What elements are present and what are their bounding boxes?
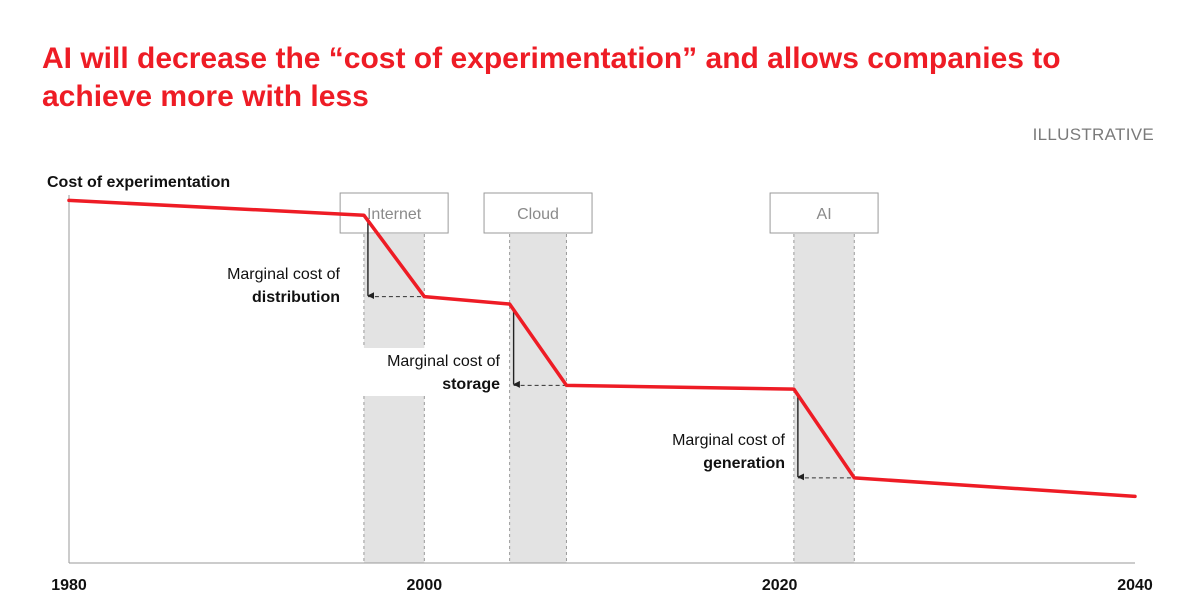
era-box-internet	[339, 192, 449, 234]
annotation-label-line1: Marginal cost of	[387, 353, 500, 370]
chart-title-line-2: achieve more with less	[42, 80, 369, 113]
annotation-label-line1: Marginal cost of	[227, 266, 340, 283]
era-band-ai	[793, 234, 855, 563]
annotation-label-line1: Marginal cost of	[672, 432, 785, 449]
y-axis-label: Cost of experimentation	[47, 174, 230, 191]
x-tick-1980: 1980	[51, 577, 87, 594]
x-tick-2020: 2020	[762, 577, 798, 594]
era-label-ai: AI	[817, 206, 832, 223]
x-tick-2000: 2000	[407, 577, 443, 594]
era-band-internet	[363, 234, 425, 563]
chart-title: AI will decrease the “cost of experiment…	[42, 40, 1172, 116]
series-line	[67, 198, 1137, 499]
era-band-cloud	[509, 234, 567, 563]
annotation-label-storage: storage	[442, 376, 500, 393]
era-box-ai	[769, 192, 879, 234]
chart-title-line-1: AI will decrease the “cost of experiment…	[42, 42, 1061, 75]
annotation-label-bg	[356, 348, 506, 396]
era-box-cloud	[483, 192, 593, 234]
x-tick-2040: 2040	[1117, 577, 1153, 594]
era-label-cloud: Cloud	[517, 206, 559, 223]
illustrative-tag: ILLUSTRATIVE	[1032, 125, 1154, 144]
annotation-label-generation: generation	[703, 455, 785, 472]
era-label-internet: Internet	[367, 206, 422, 223]
annotation-label-distribution: distribution	[252, 289, 340, 306]
annotation-label-bg	[196, 261, 346, 309]
